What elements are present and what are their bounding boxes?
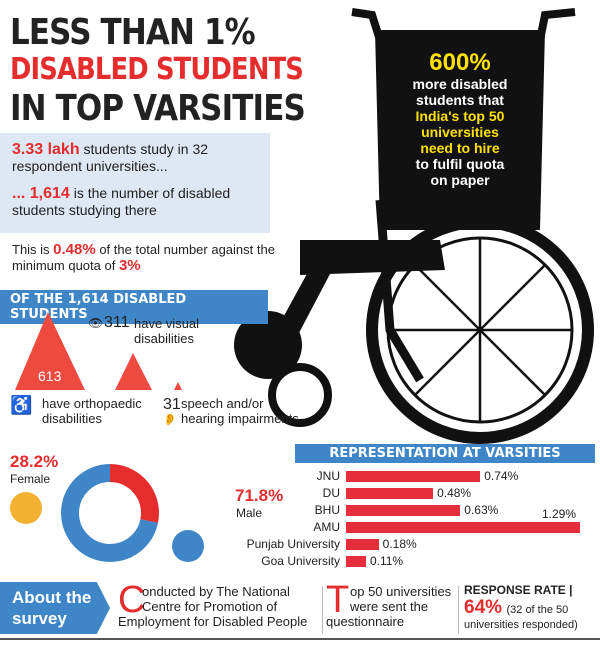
bar-value: 0.63% <box>464 503 499 517</box>
bar-value: 0.18% <box>382 537 417 551</box>
title-line-1: LESS THAN 1% <box>10 12 256 53</box>
callout-line: need to hire <box>420 140 500 156</box>
survey-scope: op 50 universities were sent the questionn… <box>326 584 452 629</box>
survey-conductor: onducted by The National Centre for Promo… <box>118 584 308 629</box>
callout-line: more disabled <box>412 76 508 92</box>
bar-row: JNU 0.74% <box>210 468 600 485</box>
representation-header: REPRESENTATION AT VARSITIES <box>295 444 595 463</box>
bar-punjab-university <box>346 539 379 550</box>
bar-row: BHU 0.63% <box>210 502 600 519</box>
breakdown-triangles <box>15 312 182 390</box>
callout-line: on paper <box>430 172 490 188</box>
ortho-label: have orthopaedic disabilities <box>42 396 142 426</box>
female-avatar <box>10 492 42 524</box>
bar-value: 0.48% <box>437 486 472 500</box>
ear-icon: 👂 <box>163 414 177 426</box>
survey-label-box: About the survey <box>0 582 110 634</box>
triangle-orthopaedic <box>15 312 85 390</box>
response-rate: RESPONSE RATE | 64% (32 of the 50 univer… <box>464 583 578 631</box>
survey-footer: About the survey C onducted by The Nation… <box>0 578 600 640</box>
bar-du <box>346 488 434 499</box>
bar-row: Goa University 0.11% <box>210 553 600 570</box>
survey-label: About the <box>12 588 92 607</box>
speech-label: speech and/or hearing impairments <box>181 396 299 426</box>
title-line-3: IN TOP VARSITIES <box>10 88 306 129</box>
visual-label: have visual disabilities <box>134 316 200 346</box>
bar-row: Punjab University 0.18% <box>210 536 600 553</box>
bar-label: JNU <box>316 469 340 483</box>
callout-percent: 600% <box>429 49 491 76</box>
initial-t: T <box>326 579 350 621</box>
bar-row: DU 0.48% <box>210 485 600 502</box>
bar-label: BHU <box>314 503 340 517</box>
gender-donut-chart <box>61 464 159 562</box>
wheelchair-icon: ♿ <box>10 395 33 415</box>
eye-icon: 👁 <box>88 316 104 330</box>
female-percent: 28.2% <box>10 452 59 471</box>
bar-row: AMU 1.29% <box>210 507 600 536</box>
fact-students: 3.33 lakh students study in 32 responden… <box>12 141 209 174</box>
representation-bar-chart: JNU 0.74% DU 0.48% BHU 0.63% AMU 1.29% Punjab Un… <box>210 468 600 570</box>
fact-disabled: ... 1,614 is the number of disabled stud… <box>12 185 231 218</box>
callout-line: India's top 50 <box>415 108 505 124</box>
title-line-2: DISABLED STUDENTS <box>10 52 304 87</box>
ortho-count: 613 <box>38 368 62 384</box>
male-percent: 71.8% <box>235 486 284 505</box>
bar-value: 1.29% <box>542 507 577 521</box>
bar-label: DU <box>322 486 340 500</box>
initial-c: C <box>118 579 146 621</box>
wheelchair-callout: 600% more disabled students that India's… <box>385 49 535 189</box>
bar-label: AMU <box>313 520 340 534</box>
male-label: Male <box>236 506 263 520</box>
bar-amu <box>346 522 580 533</box>
triangle-speech <box>174 382 182 390</box>
speech-count: 31 <box>163 396 181 413</box>
female-label: Female <box>10 472 51 486</box>
survey-label: survey <box>12 609 67 628</box>
callout-line: universities <box>421 124 499 140</box>
bar-goa-university <box>346 556 366 567</box>
bar-bhu <box>346 505 461 516</box>
callout-line: to fulfil quota <box>415 156 505 172</box>
bar-label: Goa University <box>261 554 340 568</box>
donut-slice-male <box>61 464 159 562</box>
facts-box: 3.33 lakh students study in 32 responden… <box>0 133 270 233</box>
visual-count: 311 <box>104 314 130 331</box>
male-avatar <box>172 530 204 562</box>
bar-label: Punjab University <box>246 537 340 551</box>
fact-percentage: This is 0.48% of the total number agains… <box>12 241 275 274</box>
triangle-visual <box>115 353 152 390</box>
callout-line: students that <box>416 92 504 108</box>
bar-value: 0.11% <box>369 554 404 568</box>
bar-jnu <box>346 471 481 482</box>
bar-value: 0.74% <box>484 469 519 483</box>
